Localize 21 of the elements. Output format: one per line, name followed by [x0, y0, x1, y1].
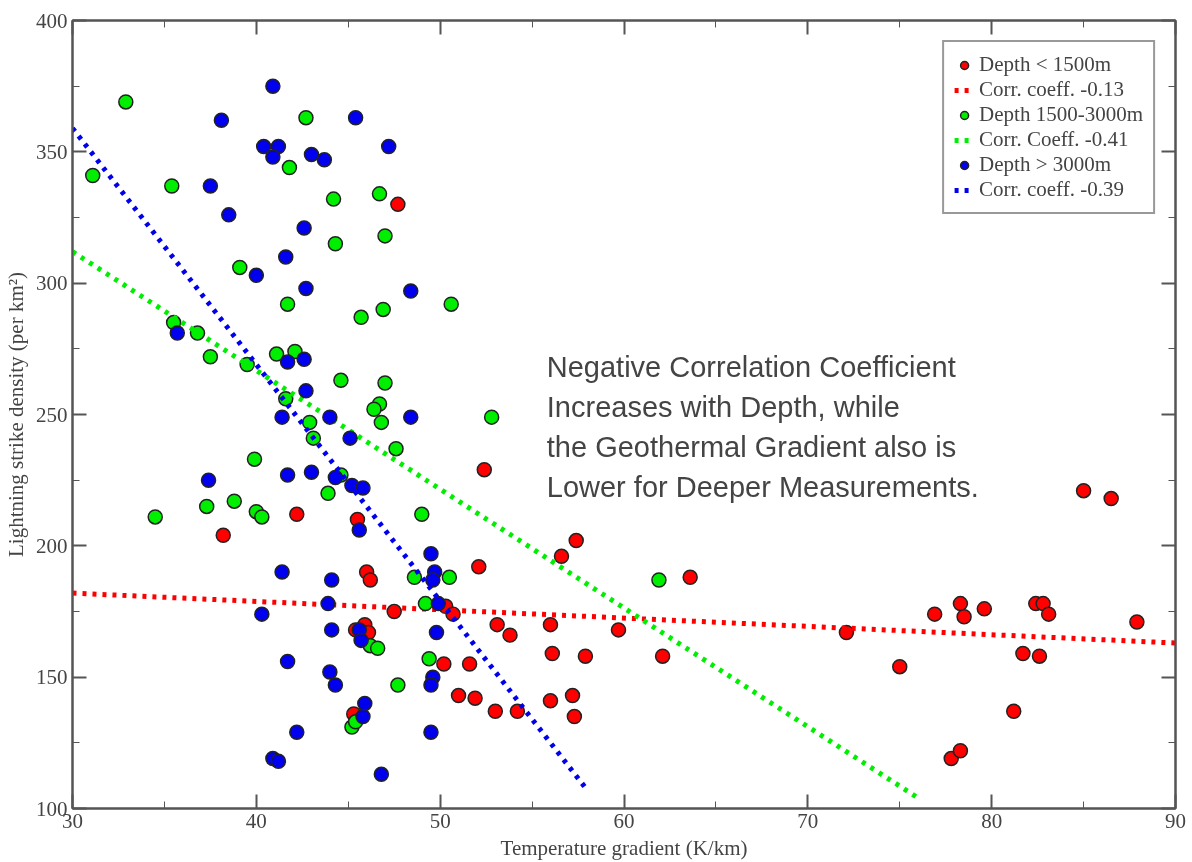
x-tick-label: 90 [1165, 808, 1186, 833]
y-tick-label: 150 [36, 665, 68, 690]
y-tick-label: 400 [36, 8, 68, 33]
y-tick-label: 300 [36, 271, 68, 296]
y-tick-label: 200 [36, 533, 68, 558]
x-tick-label: 70 [797, 808, 819, 833]
legend-label: Corr. coeff. -0.39 [979, 177, 1124, 202]
x-axis-title: Temperature gradient (K/km) [500, 835, 748, 860]
x-tick-label: 40 [245, 808, 267, 833]
legend-label: Corr. Coeff. -0.41 [979, 127, 1129, 152]
legend-label: Depth > 3000m [979, 152, 1112, 177]
x-tick-label: 50 [429, 808, 451, 833]
y-tick-label: 250 [36, 402, 68, 427]
x-tick-label: 80 [981, 808, 1003, 833]
y-axis-title: Lightning strike density (per km²) [4, 271, 28, 558]
legend-label: Depth < 1500m [979, 52, 1112, 77]
annotation: Negative Correlation Coefficient Increases with Depth, while the Geothermal Gradient also is Lower for Deeper Measurements. [546, 351, 979, 504]
x-tick-label: 60 [613, 808, 635, 833]
legend-label: Corr. coeff. -0.13 [979, 77, 1124, 102]
legend-label: Depth 1500-3000m [979, 102, 1143, 127]
y-tick-label: 350 [36, 139, 68, 164]
